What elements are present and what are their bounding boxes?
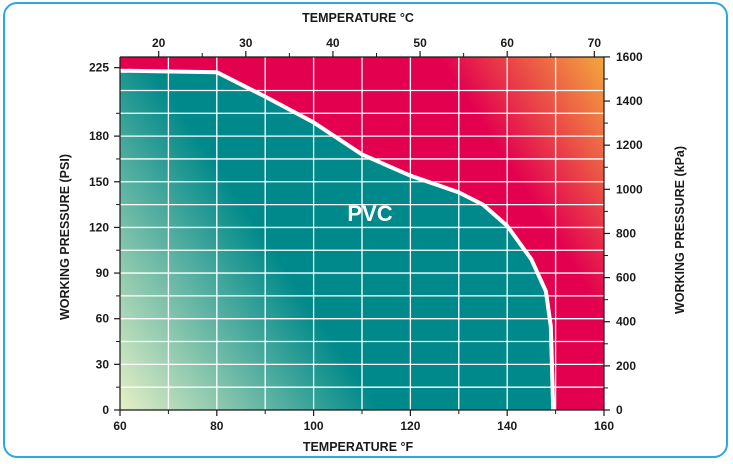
x-top-axis-title: TEMPERATURE °C (302, 11, 414, 25)
x-top-tick-label: 50 (413, 36, 427, 50)
x-top-tick-label: 30 (239, 36, 253, 50)
y-left-tick-label: 90 (96, 266, 110, 280)
y-right-tick-label: 600 (616, 271, 636, 285)
y-right-axis-title: WORKING PRESSURE (kPa) (673, 146, 687, 314)
x-bottom-tick-label: 160 (594, 419, 614, 433)
y-right-tick-label: 200 (616, 359, 636, 373)
y-right-tick-label: 1600 (616, 50, 643, 64)
y-left-tick-label: 120 (89, 220, 109, 234)
y-left-tick-label: 180 (89, 129, 109, 143)
y-left-axis-title: WORKING PRESSURE (PSI) (58, 154, 72, 320)
y-left-tick-label: 60 (96, 312, 110, 326)
y-right-tick-label: 0 (616, 403, 623, 417)
y-right-tick-label: 1000 (616, 182, 643, 196)
pvc-limit-curve (120, 68, 556, 410)
y-left-tick-label: 225 (89, 61, 109, 75)
y-right-tick-label: 1200 (616, 138, 643, 152)
y-left-tick-label: 0 (102, 403, 109, 417)
y-left-tick-label: 150 (89, 175, 109, 189)
x-bottom-tick-label: 100 (304, 419, 324, 433)
x-bottom-axis-title: TEMPERATURE °F (303, 440, 414, 454)
y-right-tick-label: 1400 (616, 94, 643, 108)
x-top-tick-label: 20 (152, 36, 166, 50)
x-bottom-tick-label: 120 (400, 419, 420, 433)
x-top-tick-label: 60 (501, 36, 515, 50)
x-top-tick-label: 40 (326, 36, 340, 50)
x-top-tick-label: 70 (588, 36, 602, 50)
plot-area (120, 57, 604, 410)
x-bottom-tick-label: 140 (497, 419, 517, 433)
safe-region (120, 70, 554, 410)
y-right-tick-label: 800 (616, 226, 636, 240)
series-label-pvc: PVC (347, 201, 392, 226)
y-left-tick-label: 30 (96, 357, 110, 371)
x-bottom-tick-label: 60 (113, 419, 127, 433)
axes: 60 80 100 120 140 160 20 30 40 50 60 70 0 30 60 90 120 15… (89, 36, 643, 433)
y-right-tick-label: 400 (616, 315, 636, 329)
x-bottom-tick-label: 80 (210, 419, 224, 433)
